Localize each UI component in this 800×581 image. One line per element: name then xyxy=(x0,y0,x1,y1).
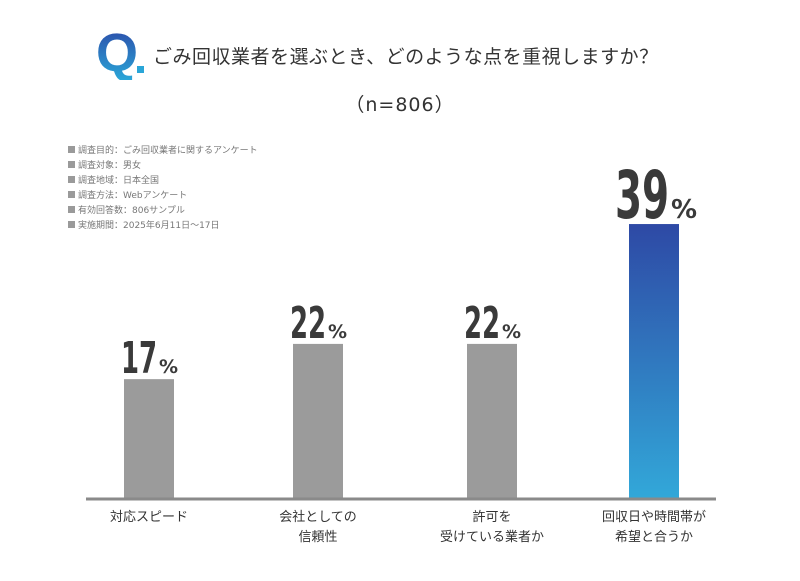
bullet-square-icon xyxy=(68,161,75,168)
category-label-line: 会社としての xyxy=(279,510,357,525)
bar-2 xyxy=(293,343,343,499)
value-label-4: 39 xyxy=(615,157,669,234)
question-title: ごみ回収業者を選ぶとき、どのような点を重視しますか？ xyxy=(153,46,659,68)
sample-size: （n=806） xyxy=(345,94,455,116)
survey-info-text: 調査対象：男女 xyxy=(78,161,142,171)
category-label-line: 回収日や時間帯が xyxy=(601,510,706,525)
q-mark-dot xyxy=(137,66,144,73)
value-unit-2: % xyxy=(328,321,347,343)
survey-info-text: 実施期間：2025年6月11日〜17日 xyxy=(78,221,220,231)
survey-info-text: 調査目的：ごみ回収業者に関するアンケート xyxy=(78,146,258,156)
survey-info-row: 調査方法：Webアンケート xyxy=(68,189,258,204)
category-label-line: 対応スピード xyxy=(109,510,188,525)
value-unit-4: % xyxy=(671,195,697,225)
category-label-line: 受けている業者か xyxy=(439,530,544,545)
survey-info-row: 有効回答数：806サンプル xyxy=(68,204,258,219)
value-label-2: 22 xyxy=(290,298,326,349)
survey-info-row: 調査対象：男女 xyxy=(68,159,258,174)
bullet-square-icon xyxy=(68,176,75,183)
survey-info-text: 有効回答数：806サンプル xyxy=(78,206,185,216)
survey-info-row: 調査地域：日本全国 xyxy=(68,174,258,189)
category-label-line: 許可を xyxy=(472,510,512,525)
survey-info-text: 調査方法：Webアンケート xyxy=(78,191,188,201)
bar-1 xyxy=(124,379,174,499)
q-mark: Q xyxy=(96,23,139,83)
value-label-3: 22 xyxy=(464,298,500,349)
category-label-4: 回収日や時間帯が 希望と合うか xyxy=(574,508,734,548)
bullet-square-icon xyxy=(68,146,75,153)
category-label-line: 信頼性 xyxy=(298,530,338,545)
category-label-3: 許可を受けている業者か xyxy=(412,508,572,548)
bar-4 xyxy=(629,224,679,500)
value-unit-1: % xyxy=(159,356,178,378)
category-label-line: 希望と合うか xyxy=(614,530,693,545)
bullet-square-icon xyxy=(68,191,75,198)
bar-3 xyxy=(467,343,517,499)
category-label-2: 会社としての 信頼性 xyxy=(238,508,398,548)
survey-info-text: 調査地域：日本全国 xyxy=(78,176,160,186)
value-label-1: 17 xyxy=(121,333,157,384)
bullet-square-icon xyxy=(68,206,75,213)
survey-info-row: 調査目的：ごみ回収業者に関するアンケート xyxy=(68,144,258,159)
survey-info-row: 実施期間：2025年6月11日〜17日 xyxy=(68,219,258,234)
survey-info: 調査目的：ごみ回収業者に関するアンケート 調査対象：男女 調査地域：日本全国 調… xyxy=(68,144,258,234)
value-unit-3: % xyxy=(502,321,521,343)
bullet-square-icon xyxy=(68,221,75,228)
category-label-1: 対応スピード xyxy=(69,508,229,528)
